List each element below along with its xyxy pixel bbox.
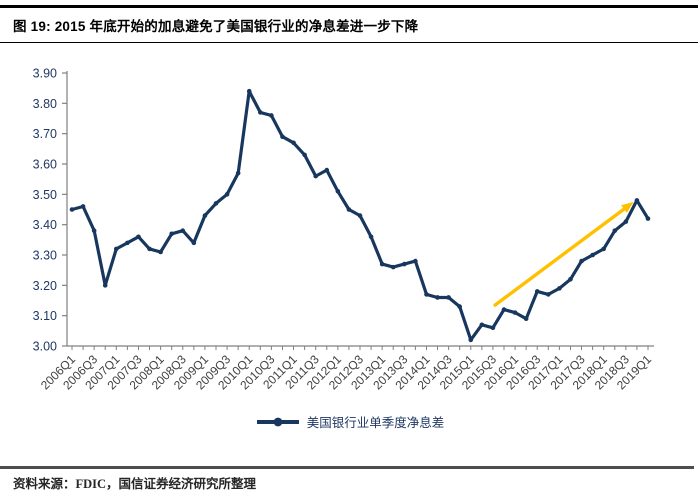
chart-legend: 美国银行业单季度净息差 <box>0 412 700 431</box>
svg-text:3.20: 3.20 <box>33 279 57 293</box>
svg-text:3.70: 3.70 <box>33 127 57 141</box>
x-axis-labels: 2006Q12006Q32007Q12007Q32008Q12008Q32009… <box>38 352 654 392</box>
svg-text:3.60: 3.60 <box>33 158 57 172</box>
figure-title: 图 19: 2015 年底开始的加息避免了美国银行业的净息差进一步下降 <box>13 19 419 34</box>
axes <box>62 71 655 350</box>
svg-text:3.50: 3.50 <box>33 188 57 202</box>
trend-arrow <box>493 201 634 307</box>
legend-label: 美国银行业单季度净息差 <box>306 416 445 430</box>
svg-text:3.10: 3.10 <box>33 309 57 323</box>
svg-text:3.00: 3.00 <box>33 340 57 354</box>
source-band: 资料来源：FDIC，国信证券经济研究所整理 <box>0 466 694 492</box>
source-text: 资料来源：FDIC，国信证券经济研究所整理 <box>13 477 257 491</box>
legend-line-marker-icon <box>256 417 299 426</box>
nim-line-chart: 3.00 3.10 3.20 3.30 3.40 3.50 3.60 3.70 3.80 3.90… <box>0 46 700 418</box>
svg-text:3.40: 3.40 <box>33 218 57 232</box>
chart-canvas: 3.00 3.10 3.20 3.30 3.40 3.50 3.60 3.70 3.80 3.90… <box>33 67 655 393</box>
figure-title-bar: 图 19: 2015 年底开始的加息避免了美国银行业的净息差进一步下降 <box>0 5 698 43</box>
y-axis-labels: 3.00 3.10 3.20 3.30 3.40 3.50 3.60 3.70 3.80 3.90 <box>33 67 57 354</box>
svg-text:3.80: 3.80 <box>33 97 57 111</box>
series-markers <box>69 88 651 343</box>
svg-text:3.90: 3.90 <box>33 67 57 81</box>
svg-text:3.30: 3.30 <box>33 249 57 263</box>
